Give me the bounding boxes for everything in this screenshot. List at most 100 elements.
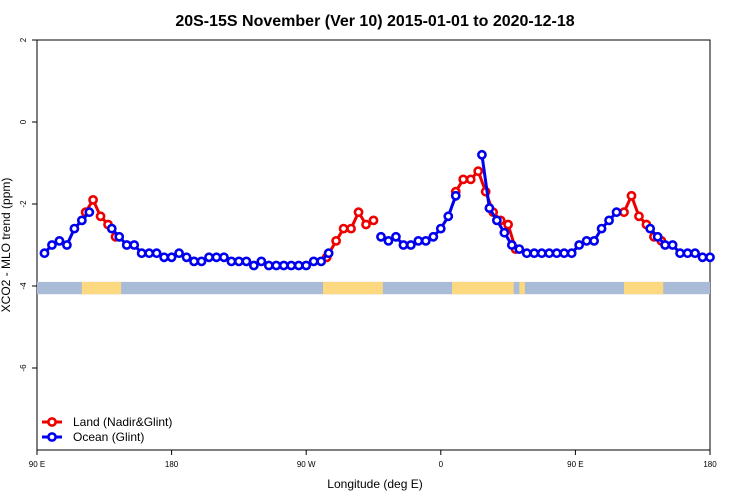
data-point bbox=[458, 174, 469, 185]
land-band-segment bbox=[452, 281, 514, 295]
surface-band bbox=[37, 281, 710, 295]
data-point bbox=[361, 219, 371, 230]
data-point bbox=[645, 223, 656, 234]
data-point bbox=[76, 215, 87, 226]
x-tick-label: 180 bbox=[703, 460, 717, 469]
data-point bbox=[316, 256, 327, 267]
data-point bbox=[159, 252, 170, 263]
data-point bbox=[121, 240, 132, 250]
data-point bbox=[338, 223, 349, 234]
data-point bbox=[465, 174, 476, 185]
data-point bbox=[428, 231, 439, 242]
data-point bbox=[611, 207, 622, 218]
data-point bbox=[506, 240, 517, 250]
data-point bbox=[697, 252, 708, 263]
data-point bbox=[529, 248, 540, 259]
legend: Land (Nadir&Glint)Ocean (Glint) bbox=[42, 415, 172, 444]
data-point bbox=[181, 252, 192, 263]
data-point bbox=[473, 166, 484, 177]
data-point bbox=[604, 215, 614, 226]
data-point bbox=[263, 260, 274, 271]
data-point bbox=[346, 223, 356, 234]
data-point bbox=[391, 231, 401, 242]
data-point bbox=[596, 223, 607, 234]
plot-frame bbox=[36, 39, 711, 451]
x-tick-label: 90 W bbox=[297, 460, 316, 469]
data-point bbox=[88, 194, 98, 205]
data-point bbox=[286, 260, 297, 271]
data-point bbox=[484, 203, 495, 213]
data-point bbox=[226, 256, 237, 267]
data-point bbox=[551, 248, 562, 259]
data-point bbox=[219, 252, 229, 263]
data-point bbox=[174, 248, 184, 259]
data-point bbox=[84, 207, 95, 218]
y-tick-label: -4 bbox=[19, 282, 28, 290]
data-point bbox=[211, 252, 222, 263]
data-point bbox=[144, 248, 155, 259]
data-point bbox=[619, 207, 629, 218]
legend-swatch-marker bbox=[47, 432, 57, 442]
chart-title: 20S-15S November (Ver 10) 2015-01-01 to … bbox=[175, 13, 574, 30]
series-layer bbox=[39, 149, 715, 271]
data-point bbox=[544, 248, 555, 259]
data-point bbox=[521, 248, 532, 259]
data-point bbox=[69, 223, 80, 234]
data-point bbox=[559, 248, 570, 259]
land-band-segment bbox=[81, 281, 122, 295]
data-point bbox=[106, 223, 117, 234]
data-point bbox=[248, 260, 259, 271]
data-point bbox=[129, 240, 140, 250]
legend-swatch-marker bbox=[47, 417, 57, 427]
data-point bbox=[62, 240, 72, 250]
data-point bbox=[308, 256, 319, 267]
x-axis-label: Longitude (deg E) bbox=[327, 477, 422, 491]
data-point bbox=[398, 240, 409, 250]
y-axis-label: XCO2 - MLO trend (ppm) bbox=[0, 178, 13, 313]
data-point bbox=[682, 248, 693, 259]
y-tick-label: -2 bbox=[19, 200, 28, 208]
data-point bbox=[39, 248, 50, 259]
data-point bbox=[634, 211, 644, 222]
data-point bbox=[114, 231, 125, 242]
data-point bbox=[626, 190, 637, 201]
data-point bbox=[499, 227, 510, 238]
data-point bbox=[675, 248, 685, 259]
data-point bbox=[536, 248, 547, 259]
data-point bbox=[293, 260, 304, 271]
data-point bbox=[47, 240, 57, 250]
data-point bbox=[204, 252, 214, 263]
data-point bbox=[166, 252, 177, 263]
data-point bbox=[705, 252, 715, 263]
land-band-segment bbox=[624, 281, 664, 295]
data-point bbox=[477, 149, 487, 160]
x-tick-label: 90 E bbox=[567, 460, 583, 469]
axis-ticks: 90 E 180 90 W 0 90 E 180 2 0 -2 -4 -6 bbox=[19, 37, 717, 469]
x-tick-label: 0 bbox=[439, 460, 444, 469]
data-point bbox=[443, 211, 454, 222]
data-point bbox=[376, 231, 386, 242]
y-tick-label: 0 bbox=[19, 119, 28, 124]
x-tick-label: 90 E bbox=[29, 460, 45, 469]
data-point bbox=[652, 231, 663, 242]
data-point bbox=[241, 256, 252, 267]
data-point bbox=[589, 235, 599, 246]
x-tick-label: 180 bbox=[165, 460, 179, 469]
data-point bbox=[660, 240, 671, 250]
data-point bbox=[196, 256, 207, 267]
series-ocean bbox=[39, 149, 715, 271]
data-point bbox=[278, 260, 289, 271]
data-point bbox=[301, 260, 312, 271]
data-point bbox=[450, 190, 461, 201]
data-point bbox=[667, 240, 678, 250]
land-band-segment bbox=[519, 281, 525, 295]
data-point bbox=[331, 235, 342, 246]
data-point bbox=[690, 248, 700, 259]
data-point bbox=[271, 260, 282, 271]
data-point bbox=[256, 256, 267, 267]
y-tick-label: -6 bbox=[19, 364, 28, 372]
series-line bbox=[325, 209, 375, 259]
data-point bbox=[420, 235, 431, 246]
land-band-segment bbox=[323, 281, 383, 295]
